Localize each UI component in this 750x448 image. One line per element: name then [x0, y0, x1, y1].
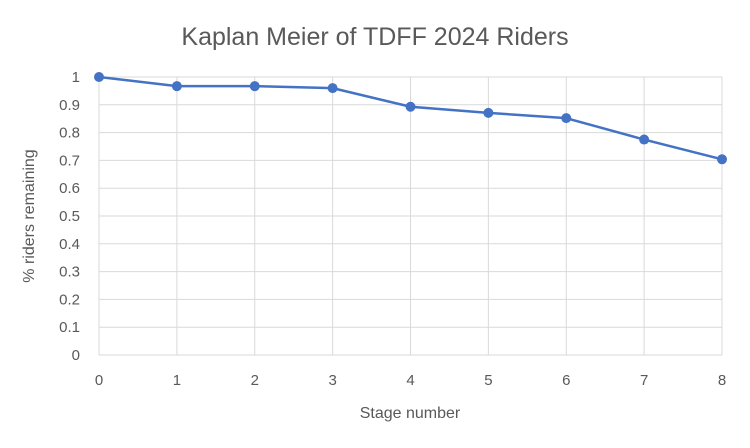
y-axis-label: % riders remaining [21, 149, 38, 282]
x-tick-label: 2 [251, 372, 259, 389]
y-axis-ticks: 0 0.1 0.2 0.3 0.4 0.5 0.6 0.7 0.8 0.9 1 [59, 69, 80, 364]
data-point [561, 113, 572, 124]
data-point [405, 101, 416, 112]
data-point [483, 107, 494, 118]
x-axis-ticks: 0 1 2 3 4 5 6 7 8 [95, 372, 726, 389]
y-tick-label: 0.9 [59, 97, 80, 114]
x-tick-label: 0 [95, 372, 103, 389]
x-tick-label: 4 [406, 372, 414, 389]
data-point [639, 134, 650, 145]
x-tick-label: 3 [328, 372, 336, 389]
x-tick-label: 5 [484, 372, 492, 389]
y-tick-label: 0.1 [59, 319, 80, 336]
x-tick-label: 6 [562, 372, 570, 389]
data-point [94, 72, 104, 82]
chart-title: Kaplan Meier of TDFF 2024 Riders [181, 23, 568, 51]
y-tick-label: 0.6 [59, 180, 80, 197]
x-axis-label: Stage number [360, 405, 461, 422]
x-tick-label: 1 [173, 372, 181, 389]
x-tick-label: 7 [640, 372, 648, 389]
y-tick-label: 0.5 [59, 208, 80, 225]
data-point [171, 81, 182, 92]
data-point [249, 81, 260, 92]
y-tick-label: 0.2 [59, 291, 80, 308]
data-point [717, 154, 727, 165]
y-tick-label: 0.4 [59, 236, 80, 253]
series-layer [94, 72, 727, 165]
y-tick-label: 0.3 [59, 264, 80, 281]
y-tick-label: 0.7 [59, 152, 80, 169]
y-tick-label: 0.8 [59, 125, 80, 142]
y-tick-label: 1 [72, 69, 80, 86]
x-tick-label: 8 [718, 372, 726, 389]
y-tick-label: 0 [72, 347, 80, 364]
gridlines [98, 76, 723, 356]
data-point [327, 83, 338, 94]
